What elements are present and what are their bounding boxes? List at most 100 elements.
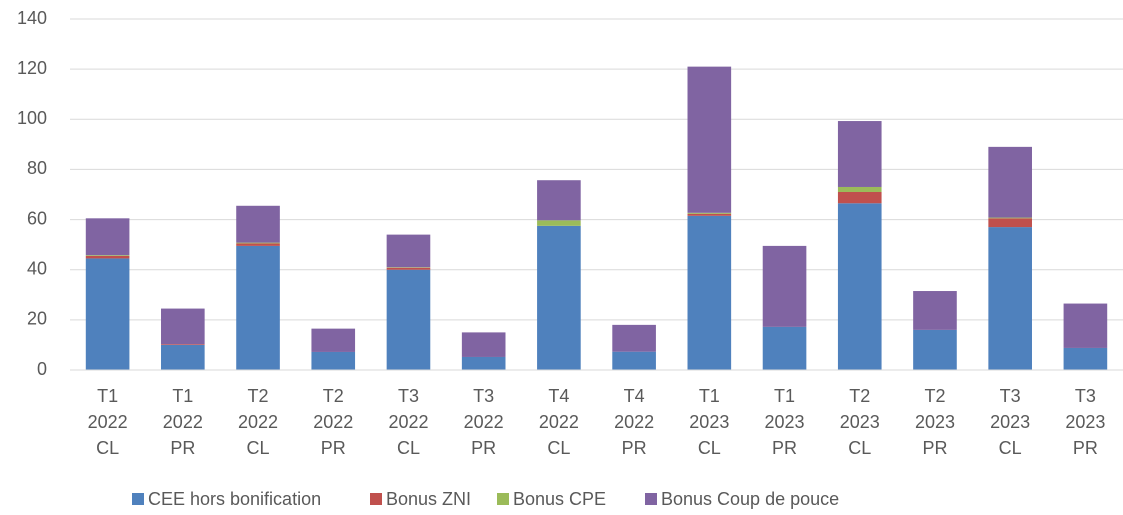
legend-label: Bonus CPE (513, 489, 606, 509)
bar-segment (687, 66, 732, 213)
bar-segment (837, 191, 882, 204)
x-tick-label: T2 (323, 386, 344, 406)
x-tick-label: 2023 (765, 412, 805, 432)
bar-segment (687, 212, 732, 214)
x-tick-label: T3 (1075, 386, 1096, 406)
x-tick-label: CL (96, 438, 119, 458)
x-tick-label: CL (848, 438, 871, 458)
x-tick-label: T2 (924, 386, 945, 406)
x-tick-label: T1 (172, 386, 193, 406)
y-tick-label: 100 (17, 108, 47, 128)
x-tick-label: 2022 (88, 412, 128, 432)
x-tick-label: T1 (699, 386, 720, 406)
x-tick-label: T3 (1000, 386, 1021, 406)
bar-segment (988, 217, 1032, 219)
legend-label: CEE hors bonification (148, 489, 321, 509)
bar-segment (1063, 303, 1108, 348)
x-tick-label: T2 (849, 386, 870, 406)
x-tick-label: 2022 (614, 412, 654, 432)
bar-segment (762, 326, 807, 370)
legend-label: Bonus Coup de pouce (661, 489, 839, 509)
legend-swatch (497, 493, 509, 505)
bar-segment (837, 203, 882, 370)
x-tick-label: 2022 (464, 412, 504, 432)
bar-segment (236, 245, 280, 370)
y-tick-label: 40 (27, 258, 47, 278)
y-tick-label: 140 (17, 8, 47, 28)
bar-segment (687, 215, 732, 370)
bar-segment (687, 213, 732, 216)
x-tick-label: T1 (97, 386, 118, 406)
bar-segment (913, 291, 957, 330)
bar-segment (386, 267, 431, 268)
bar-segment (85, 258, 130, 370)
x-tick-label: PR (471, 438, 496, 458)
bar-segment (236, 242, 280, 244)
bar-segment (386, 267, 431, 270)
y-tick-label: 0 (37, 359, 47, 379)
x-tick-label: PR (922, 438, 947, 458)
legend-swatch (645, 493, 657, 505)
x-tick-label: 2022 (539, 412, 579, 432)
x-tick-label: 2023 (915, 412, 955, 432)
bar-segment (837, 186, 882, 192)
legend-label: Bonus ZNI (386, 489, 471, 509)
x-tick-label: T1 (774, 386, 795, 406)
bar-segment (988, 227, 1032, 370)
bar-segment (311, 351, 356, 370)
bar-segment (161, 308, 205, 345)
x-tick-label: 2023 (689, 412, 729, 432)
x-tick-label: CL (247, 438, 270, 458)
bar-segment (85, 255, 130, 256)
x-tick-label: PR (772, 438, 797, 458)
x-tick-label: CL (999, 438, 1022, 458)
bar-segment (386, 234, 431, 268)
y-tick-label: 20 (27, 309, 47, 329)
bar-segment (85, 255, 130, 259)
bar-segment (461, 332, 506, 357)
x-tick-label: PR (170, 438, 195, 458)
legend-swatch (132, 493, 144, 505)
bar-segment (612, 351, 656, 370)
bar-segment (988, 218, 1032, 228)
bar-segment (913, 329, 957, 370)
bar-segment (236, 205, 280, 243)
x-tick-label: CL (547, 438, 570, 458)
x-tick-label: PR (1073, 438, 1098, 458)
x-tick-label: PR (622, 438, 647, 458)
bar-segment (762, 245, 807, 327)
x-tick-label: 2023 (990, 412, 1030, 432)
x-tick-label: 2023 (840, 412, 880, 432)
bar-segment (461, 356, 506, 370)
x-tick-label: 2023 (1065, 412, 1105, 432)
x-tick-label: CL (397, 438, 420, 458)
x-tick-label: 2022 (238, 412, 278, 432)
y-tick-label: 80 (27, 158, 47, 178)
bar-segment (988, 146, 1032, 218)
legend-swatch (370, 493, 382, 505)
bar-segment (311, 328, 356, 352)
x-tick-label: T4 (624, 386, 645, 406)
bar-segment (161, 344, 205, 370)
bar-segment (85, 218, 130, 256)
bar-segment (537, 225, 581, 370)
bar-segment (612, 324, 656, 352)
x-tick-label: T2 (248, 386, 269, 406)
bar-segment (537, 220, 581, 226)
x-tick-label: T3 (398, 386, 419, 406)
bar-segment (1063, 347, 1108, 370)
y-tick-label: 60 (27, 208, 47, 228)
x-tick-label: PR (321, 438, 346, 458)
y-tick-label: 120 (17, 58, 47, 78)
x-tick-label: 2022 (163, 412, 203, 432)
x-tick-label: 2022 (388, 412, 428, 432)
bar-segment (837, 121, 882, 187)
bar-segment (537, 180, 581, 221)
bar-segment (236, 243, 280, 246)
x-tick-label: 2022 (313, 412, 353, 432)
x-tick-label: T3 (473, 386, 494, 406)
x-tick-label: CL (698, 438, 721, 458)
bar-segment (386, 269, 431, 370)
bar-segment (161, 344, 205, 345)
